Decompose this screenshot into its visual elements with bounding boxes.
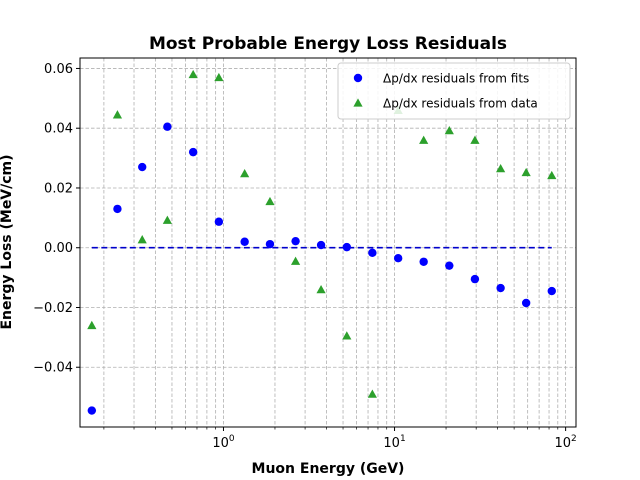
fits-point [138, 162, 147, 172]
data-point [342, 331, 352, 340]
fits-point [547, 286, 556, 296]
data-points [87, 69, 557, 415]
x-tick-label: 100 [212, 434, 235, 451]
fits-point [316, 240, 326, 250]
legend-label: Δp/dx residuals from data [383, 97, 538, 111]
legend: Δp/dx residuals from fits Δp/dx residuals… [337, 62, 571, 120]
data-point [470, 135, 480, 144]
fits-point [470, 274, 480, 284]
fits-point [214, 217, 224, 226]
data-point [265, 196, 275, 206]
fits-point [240, 237, 249, 246]
legend-label: Δp/dx residuals from fits [383, 72, 529, 86]
data-point [496, 163, 506, 173]
y-tick-label: 0.02 [44, 181, 73, 196]
data-point [521, 167, 531, 177]
data-point [444, 126, 454, 135]
data-point [137, 235, 147, 244]
data-point [87, 320, 97, 330]
fits-point [419, 257, 428, 266]
data-point [547, 170, 557, 180]
legend-box [337, 62, 571, 120]
data-point [162, 215, 172, 224]
y-tick-label: 0.04 [44, 122, 73, 137]
data-point [367, 389, 377, 398]
series-fits [87, 122, 556, 415]
data-point [316, 284, 326, 294]
legend-marker [353, 73, 363, 83]
fits-point [113, 204, 122, 214]
fits-point [368, 248, 377, 258]
fits-point [87, 406, 97, 415]
data-point [240, 169, 250, 178]
fits-point [445, 261, 454, 270]
fits-point [393, 253, 403, 263]
y-tick-label: 0.00 [44, 241, 73, 256]
fits-point [163, 122, 172, 131]
legend-marker [353, 98, 363, 107]
data-point [112, 110, 123, 119]
data-point [214, 72, 224, 82]
x-tick-label: 102 [554, 434, 576, 451]
axis-ticks: −0.04 −0.02 0.00 0.02 0.04 0.06 100 101 102 [33, 62, 577, 451]
x-tick-label: 101 [383, 434, 405, 451]
y-axis-label: Energy Loss (MeV/cm) [0, 154, 15, 329]
fits-point [496, 283, 505, 293]
y-tick-label: 0.06 [44, 62, 73, 77]
plot-frame [79, 57, 577, 428]
fits-point [291, 236, 300, 246]
x-axis-label: Muon Energy (GeV) [252, 461, 405, 477]
data-point [419, 135, 429, 144]
data-point [188, 69, 198, 79]
y-tick-label: −0.02 [33, 301, 73, 316]
fits-point [188, 147, 198, 157]
fits-point [342, 242, 352, 252]
y-tick-label: −0.04 [33, 361, 73, 376]
fits-point [521, 298, 531, 308]
data-point [290, 256, 301, 265]
fits-point [265, 239, 275, 249]
chart-title: Most Probable Energy Loss Residuals [149, 34, 507, 54]
